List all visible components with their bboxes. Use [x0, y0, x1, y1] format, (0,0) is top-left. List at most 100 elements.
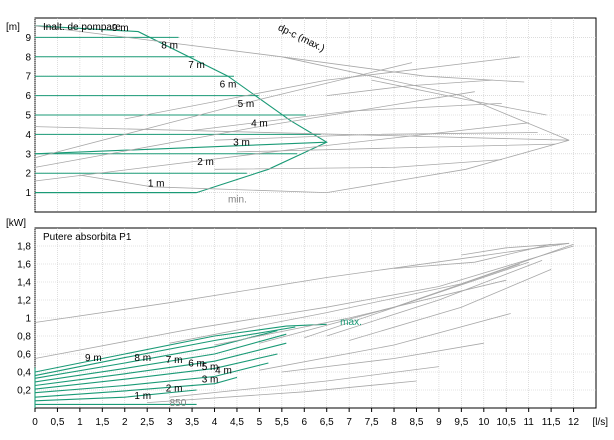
- x-unit-label: [l/s]: [592, 417, 608, 428]
- x-tick-label: 7,5: [365, 417, 379, 428]
- head-y-tick-label: 3: [25, 149, 31, 160]
- power-curve-label: 9 m: [85, 353, 102, 364]
- head-series-line: [34, 91, 475, 168]
- head-series-line: [34, 25, 328, 194]
- power-series-line: [214, 279, 507, 346]
- head-series-line: [326, 79, 493, 96]
- head-y-tick-label: 1: [25, 188, 31, 199]
- head-series-line: [34, 141, 327, 155]
- head-series-line: [124, 56, 520, 120]
- power-series-line: [147, 380, 417, 403]
- x-tick-label: 6,5: [320, 417, 334, 428]
- x-tick-label: 11,5: [542, 417, 561, 428]
- power-annotation: 850: [170, 398, 187, 409]
- x-tick-label: 3: [167, 417, 173, 428]
- x-tick-label: 2,5: [140, 417, 154, 428]
- x-tick-label: 5: [257, 417, 263, 428]
- head-series-line: [236, 143, 556, 153]
- x-tick-label: 1: [77, 417, 83, 428]
- head-panel-title: Inalt. de pompare: [43, 22, 121, 33]
- power-series-line: [34, 353, 278, 390]
- power-series-line: [34, 323, 327, 373]
- head-annotation: min.: [228, 194, 247, 205]
- head-curve-label: 6 m: [220, 79, 237, 90]
- power-curve-label: 4 m: [215, 366, 232, 377]
- power-annotation: max.: [340, 317, 362, 328]
- power-series-line: [34, 342, 287, 387]
- head-series-line: [192, 103, 502, 131]
- power-series-line: [34, 362, 269, 394]
- head-y-tick-label: 5: [25, 111, 31, 122]
- head-y-tick-label: 2: [25, 169, 31, 180]
- power-y-tick-label: 0,2: [17, 386, 31, 397]
- head-curve-label: 1 m: [148, 178, 165, 189]
- head-curve-label: 5 m: [238, 99, 255, 110]
- head-curve-label: 9 m: [112, 23, 129, 34]
- power-curve-label: 1 m: [134, 391, 151, 402]
- x-tick-label: 10: [478, 417, 490, 428]
- x-tick-label: 9: [436, 417, 442, 428]
- head-curve-label: 7 m: [188, 60, 205, 71]
- head-curve-label: 4 m: [251, 118, 268, 129]
- power-series-line: [259, 313, 511, 371]
- x-tick-label: 11: [523, 417, 534, 428]
- head-y-unit-label: [m]: [6, 22, 20, 33]
- x-tick-label: 4: [212, 417, 218, 428]
- head-series-line: [34, 126, 570, 141]
- x-tick-label: 4,5: [230, 417, 244, 428]
- power-series-line: [34, 326, 296, 377]
- power-series-line: [169, 243, 574, 344]
- power-series-line: [281, 342, 484, 373]
- power-y-tick-label: 0,6: [17, 350, 31, 361]
- head-curve-label: 8 m: [161, 41, 178, 52]
- power-series-line: [34, 242, 570, 323]
- x-tick-label: 9,5: [454, 417, 468, 428]
- head-series-line: [34, 62, 413, 159]
- power-y-tick-label: 1: [25, 314, 31, 325]
- head-y-tick-label: 6: [25, 91, 31, 102]
- power-y-tick-label: 1,4: [17, 278, 31, 289]
- power-y-tick-label: 1,2: [17, 296, 31, 307]
- power-panel: 0,2 0,4 0,6 0,8 1 1,2 1,4 1,6 1,8 9 m 8 m 7 m 6 m5 m…: [6, 218, 597, 409]
- x-tick-label: 8,5: [410, 417, 424, 428]
- power-series-line: [304, 261, 529, 339]
- power-series-line: [349, 269, 552, 341]
- head-y-tick-label: 7: [25, 72, 31, 83]
- x-tick-label: 1,5: [95, 417, 109, 428]
- x-tick-label: 6: [301, 417, 307, 428]
- head-curve-label: 3 m: [233, 138, 250, 149]
- power-series-line: [326, 260, 543, 337]
- power-panel-title: Putere absorbita P1: [43, 232, 132, 243]
- power-y-unit-label: [kW]: [6, 218, 26, 229]
- head-y-tick-label: 8: [25, 52, 31, 63]
- head-series-line: [371, 79, 547, 116]
- head-y-tick-label: 4: [25, 130, 31, 141]
- power-series-line: [169, 366, 439, 398]
- power-series-line: [461, 242, 570, 256]
- power-y-tick-label: 0,8: [17, 332, 31, 343]
- x-tick-label: 2: [122, 417, 128, 428]
- x-tick-label: 0: [32, 417, 38, 428]
- x-tick-label: 0,5: [50, 417, 64, 428]
- x-tick-label: 5,5: [275, 417, 289, 428]
- x-axis: 0 0,5 1 1,5 2 2,5 3 3,5 4 4,5 5 5,5 6 6,5 7 7,5 8 8,5 9 9,5…: [32, 408, 608, 428]
- power-curve-label: 8 m: [134, 353, 151, 364]
- power-curve-label: 6 m: [188, 359, 205, 370]
- power-curve-label: 7 m: [166, 355, 183, 366]
- power-series-line: [34, 333, 287, 383]
- x-tick-label: 10,5: [497, 417, 517, 428]
- power-y-tick-label: 1,8: [17, 242, 31, 253]
- power-curve-label: 2 m: [166, 384, 183, 395]
- power-curve-label: 3 m: [202, 375, 219, 386]
- x-tick-label: 12: [568, 417, 580, 428]
- power-curve-label: 5 m: [202, 362, 219, 373]
- power-y-tick-label: 0,4: [17, 368, 31, 379]
- head-series-line: [214, 159, 502, 170]
- head-curve-label: 2 m: [197, 157, 214, 168]
- head-series-line: [214, 132, 538, 141]
- head-y-tick-label: 9: [25, 33, 31, 44]
- x-tick-label: 3,5: [185, 417, 199, 428]
